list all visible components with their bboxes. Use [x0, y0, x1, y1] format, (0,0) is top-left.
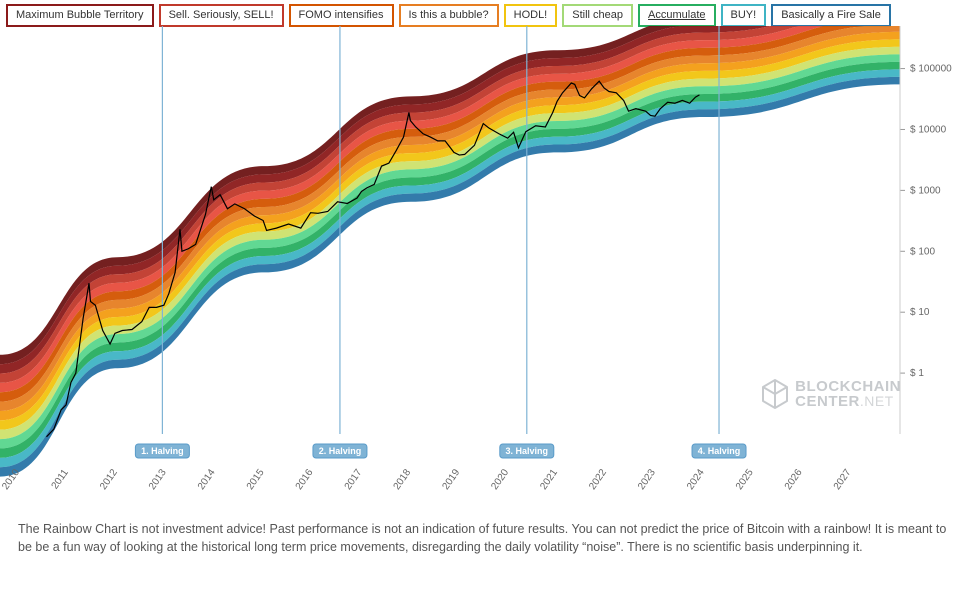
- svg-text:2011: 2011: [50, 467, 72, 491]
- svg-text:$ 1: $ 1: [910, 368, 924, 379]
- svg-text:2015: 2015: [245, 467, 267, 492]
- svg-text:2016: 2016: [294, 467, 316, 492]
- x-axis: 2010201120122013201420152016201720182019…: [0, 467, 854, 492]
- y-axis: $ 1 $ 10 $ 100 $ 1000 $ 10000 $ 100000: [900, 64, 952, 380]
- svg-text:$ 1000: $ 1000: [910, 185, 941, 196]
- svg-text:2019: 2019: [440, 467, 462, 492]
- svg-text:2027: 2027: [832, 467, 854, 492]
- legend-item-3[interactable]: Is this a bubble?: [399, 4, 499, 27]
- legend-bar: Maximum Bubble TerritorySell. Seriously,…: [0, 0, 971, 27]
- svg-text:2021: 2021: [538, 467, 560, 492]
- svg-text:2017: 2017: [343, 467, 365, 492]
- svg-text:2014: 2014: [196, 467, 218, 492]
- svg-text:2022: 2022: [587, 467, 609, 492]
- svg-text:$ 100000: $ 100000: [910, 64, 952, 75]
- svg-text:2018: 2018: [392, 467, 414, 492]
- svg-text:$ 100: $ 100: [910, 246, 935, 257]
- svg-text:2012: 2012: [98, 467, 120, 492]
- svg-text:2023: 2023: [636, 467, 658, 492]
- rainbow-chart: 1. Halving 2. Halving 3. Halving 4. Halving…: [0, 26, 971, 504]
- svg-text:2024: 2024: [685, 467, 707, 492]
- svg-text:2025: 2025: [734, 467, 756, 492]
- svg-text:2. Halving: 2. Halving: [319, 446, 362, 456]
- svg-text:3. Halving: 3. Halving: [506, 446, 549, 456]
- logo-line2: CENTER: [795, 393, 860, 410]
- legend-item-5[interactable]: Still cheap: [562, 4, 633, 27]
- svg-text:1. Halving: 1. Halving: [141, 446, 184, 456]
- legend-item-8[interactable]: Basically a Fire Sale: [771, 4, 891, 27]
- svg-text:2020: 2020: [489, 467, 511, 492]
- legend-item-1[interactable]: Sell. Seriously, SELL!: [159, 4, 284, 27]
- svg-text:2013: 2013: [147, 467, 169, 492]
- disclaimer-text: The Rainbow Chart is not investment advi…: [18, 520, 948, 556]
- svg-text:$ 10: $ 10: [910, 307, 930, 318]
- legend-item-6[interactable]: Accumulate: [638, 4, 715, 27]
- logo-suffix: .NET: [860, 393, 894, 409]
- svg-text:2026: 2026: [783, 467, 805, 492]
- legend-item-2[interactable]: FOMO intensifies: [289, 4, 394, 27]
- legend-item-0[interactable]: Maximum Bubble Territory: [6, 4, 154, 27]
- legend-item-7[interactable]: BUY!: [721, 4, 767, 27]
- svg-text:$ 10000: $ 10000: [910, 124, 947, 135]
- watermark-logo: BLOCKCHAIN CENTER.NET: [761, 378, 901, 410]
- svg-text:4. Halving: 4. Halving: [698, 446, 741, 456]
- legend-item-4[interactable]: HODL!: [504, 4, 558, 27]
